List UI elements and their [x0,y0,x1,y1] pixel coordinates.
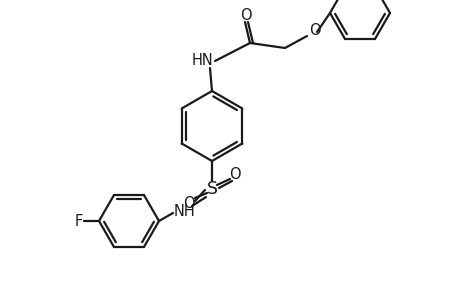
Text: O: O [240,7,252,22]
Text: O: O [183,197,195,212]
Text: F: F [75,214,83,229]
Text: O: O [309,22,321,37]
Text: O: O [229,166,241,181]
Text: HN: HN [191,53,213,68]
Text: S: S [207,180,217,198]
Text: NH: NH [173,204,195,218]
